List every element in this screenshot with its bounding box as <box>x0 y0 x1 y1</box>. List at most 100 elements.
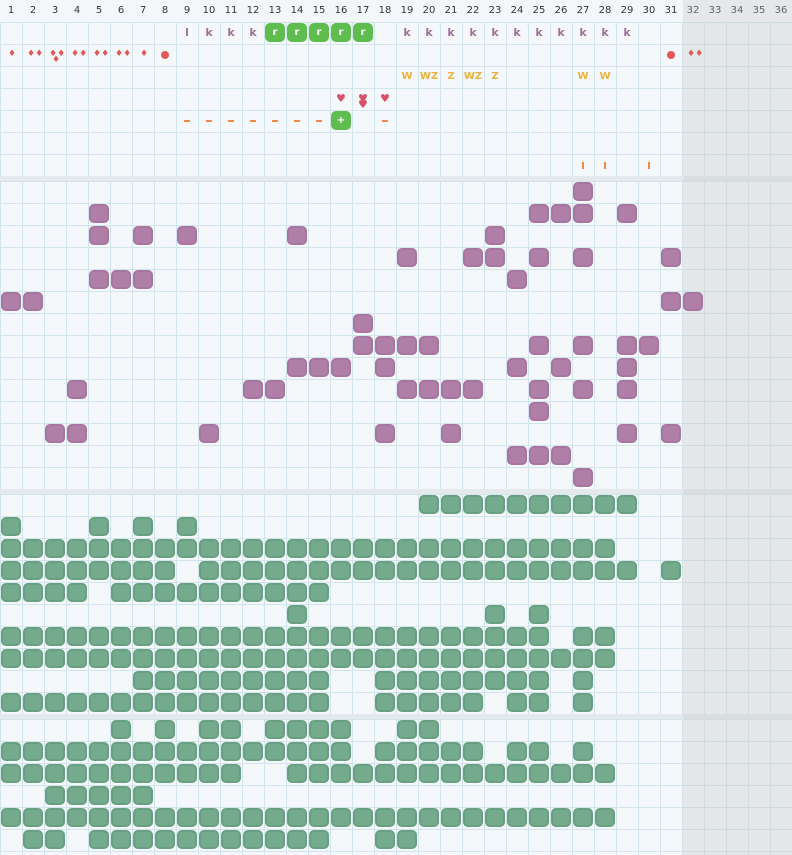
green-block[interactable] <box>111 808 131 827</box>
purple-block[interactable] <box>111 270 131 289</box>
green-block[interactable] <box>23 742 43 761</box>
green-block[interactable] <box>133 764 153 783</box>
green-block[interactable] <box>419 808 439 827</box>
green-block[interactable] <box>67 764 87 783</box>
green-block[interactable] <box>529 539 549 558</box>
green-block[interactable] <box>485 561 505 580</box>
green-block[interactable] <box>199 583 219 602</box>
green-block[interactable] <box>155 671 175 690</box>
green-block[interactable] <box>463 693 483 712</box>
green-block[interactable] <box>353 561 373 580</box>
green-block[interactable] <box>441 742 461 761</box>
green-block[interactable] <box>265 583 285 602</box>
green-block[interactable] <box>155 627 175 646</box>
green-block[interactable] <box>463 539 483 558</box>
green-block[interactable] <box>595 649 615 668</box>
green-block[interactable] <box>661 561 681 580</box>
day-header-8[interactable]: 8 <box>161 5 169 16</box>
green-block[interactable] <box>441 561 461 580</box>
green-block[interactable] <box>309 720 329 739</box>
day-header-24[interactable]: 24 <box>510 5 524 16</box>
green-block[interactable] <box>23 583 43 602</box>
green-block[interactable] <box>441 627 461 646</box>
green-block[interactable] <box>441 539 461 558</box>
green-block[interactable] <box>375 808 395 827</box>
green-block[interactable] <box>111 539 131 558</box>
green-block[interactable] <box>199 539 219 558</box>
green-block[interactable] <box>309 561 329 580</box>
green-block[interactable] <box>529 649 549 668</box>
purple-block[interactable] <box>67 424 87 443</box>
green-block[interactable] <box>67 561 87 580</box>
day-header-26[interactable]: 26 <box>554 5 568 16</box>
green-block[interactable] <box>177 693 197 712</box>
green-block[interactable] <box>287 539 307 558</box>
green-block[interactable] <box>1 561 21 580</box>
day-header-25[interactable]: 25 <box>532 5 546 16</box>
green-block[interactable] <box>331 808 351 827</box>
green-block[interactable] <box>1 742 21 761</box>
green-block[interactable] <box>309 671 329 690</box>
green-block[interactable] <box>309 764 329 783</box>
green-block[interactable] <box>397 693 417 712</box>
purple-block[interactable] <box>573 380 593 399</box>
green-block[interactable] <box>23 561 43 580</box>
green-block[interactable] <box>221 830 241 849</box>
green-block[interactable] <box>287 693 307 712</box>
green-block[interactable] <box>111 786 131 805</box>
green-block[interactable] <box>89 649 109 668</box>
green-block[interactable] <box>221 808 241 827</box>
heart-marker[interactable]: ♥ <box>336 92 346 105</box>
purple-block[interactable] <box>23 292 43 311</box>
purple-block[interactable] <box>551 446 571 465</box>
green-block[interactable] <box>507 693 527 712</box>
green-block[interactable] <box>441 649 461 668</box>
purple-block[interactable] <box>1 292 21 311</box>
green-block[interactable] <box>177 808 197 827</box>
k-label[interactable]: k <box>491 26 499 39</box>
green-block[interactable] <box>595 495 615 514</box>
green-block[interactable] <box>133 693 153 712</box>
green-block[interactable] <box>595 764 615 783</box>
dash-marker[interactable] <box>316 120 322 122</box>
green-block[interactable] <box>23 808 43 827</box>
purple-block[interactable] <box>529 336 549 355</box>
green-block[interactable] <box>221 649 241 668</box>
green-block[interactable] <box>529 495 549 514</box>
purple-block[interactable] <box>551 204 571 223</box>
green-block[interactable] <box>265 720 285 739</box>
green-block[interactable] <box>529 742 549 761</box>
purple-block[interactable] <box>177 226 197 245</box>
purple-block[interactable] <box>353 336 373 355</box>
green-block[interactable] <box>287 671 307 690</box>
purple-block[interactable] <box>529 248 549 267</box>
day-header-19[interactable]: 19 <box>400 5 414 16</box>
green-block[interactable] <box>1 517 21 536</box>
green-block[interactable] <box>67 627 87 646</box>
green-block[interactable] <box>177 764 197 783</box>
green-block[interactable] <box>287 561 307 580</box>
green-block[interactable] <box>243 583 263 602</box>
green-block[interactable] <box>463 627 483 646</box>
green-block[interactable] <box>331 561 351 580</box>
purple-block[interactable] <box>287 358 307 377</box>
k-label[interactable]: k <box>249 26 257 39</box>
drop-marker[interactable]: ♦♦ <box>49 49 66 59</box>
dash-marker[interactable] <box>184 120 190 122</box>
green-block[interactable] <box>529 627 549 646</box>
day-header-34[interactable]: 34 <box>730 5 744 16</box>
green-block[interactable] <box>309 539 329 558</box>
green-block[interactable] <box>331 649 351 668</box>
day-header-20[interactable]: 20 <box>422 5 436 16</box>
green-block[interactable] <box>463 671 483 690</box>
green-block[interactable] <box>243 649 263 668</box>
green-block[interactable] <box>45 693 65 712</box>
green-block[interactable] <box>199 720 219 739</box>
green-block[interactable] <box>463 649 483 668</box>
purple-block[interactable] <box>639 336 659 355</box>
green-block[interactable] <box>375 539 395 558</box>
green-block[interactable] <box>485 808 505 827</box>
dot-marker[interactable] <box>161 51 169 59</box>
green-block[interactable] <box>419 539 439 558</box>
purple-block[interactable] <box>573 182 593 201</box>
